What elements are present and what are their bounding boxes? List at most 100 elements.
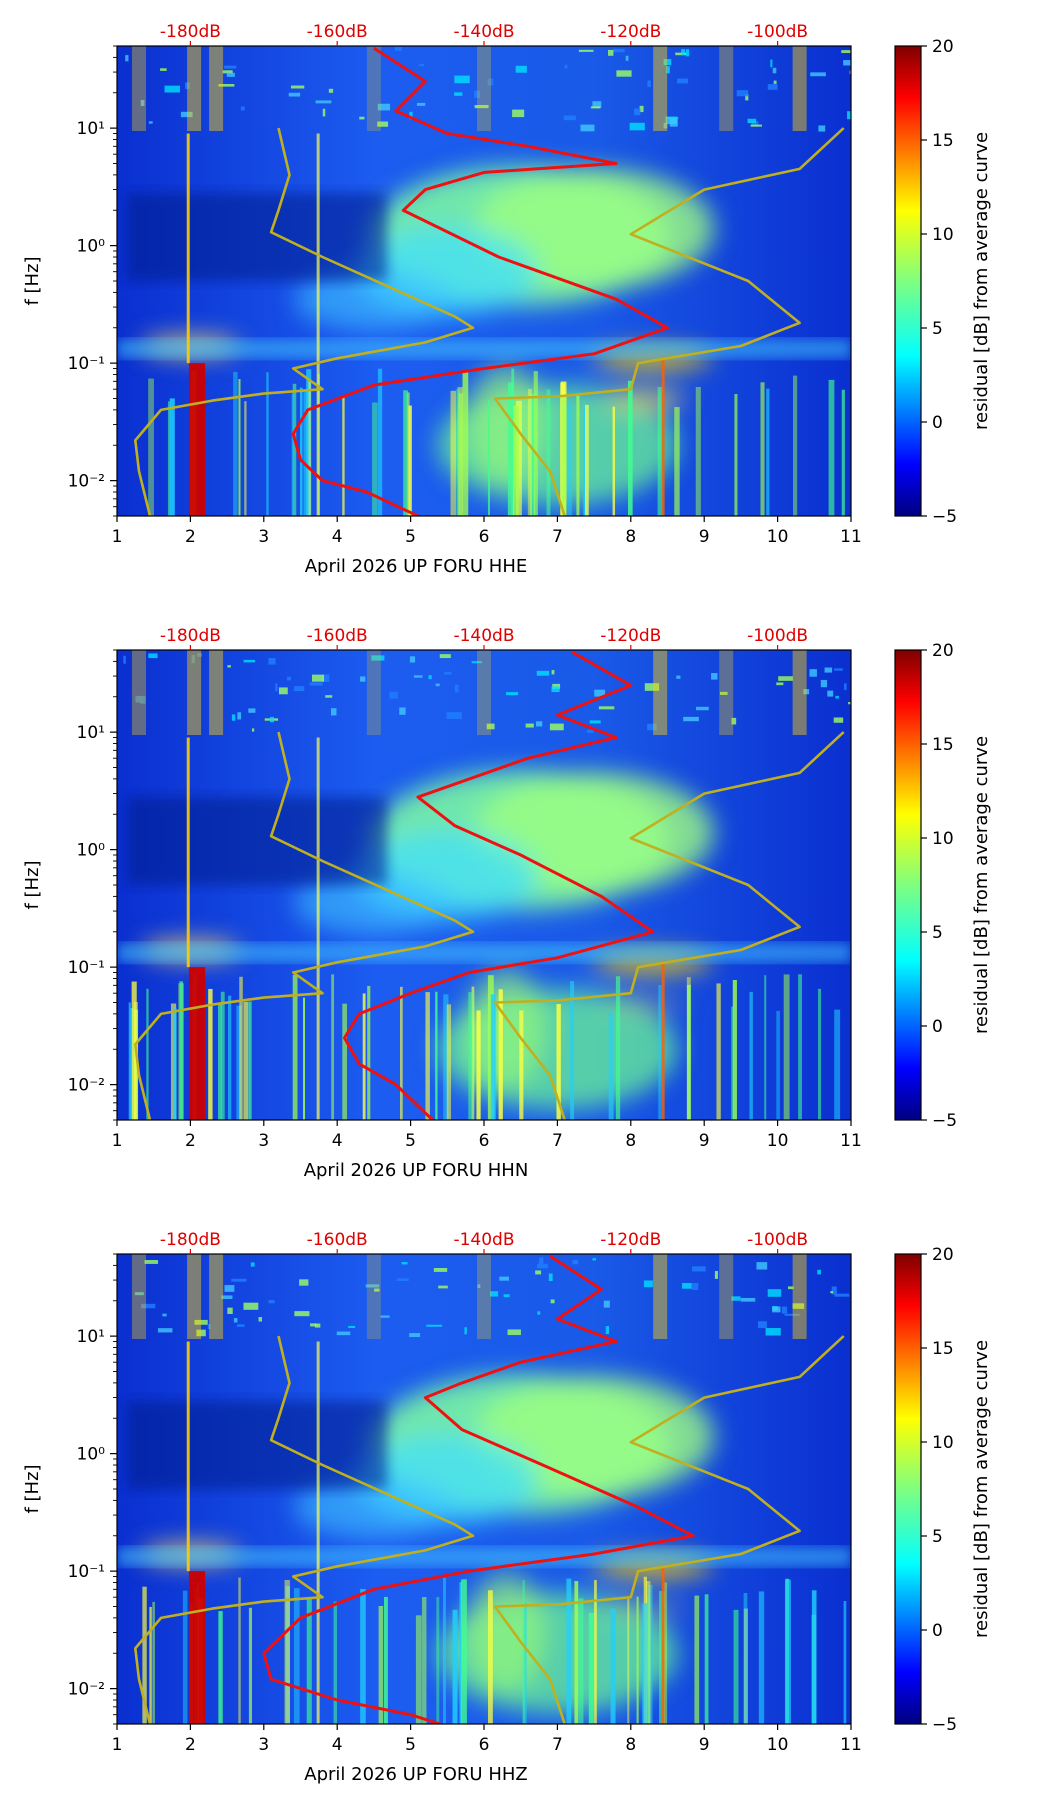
top-axis-label: -120dB: [600, 22, 661, 42]
event-band: [188, 363, 206, 516]
noise-model-curve: [134, 1335, 475, 1724]
colorbar-tick-label: 15: [932, 735, 954, 755]
x-axis-label: April 2026 UP FORU HHE: [305, 556, 528, 577]
top-axis-label: -160dB: [307, 626, 368, 646]
spectrogram-image: [117, 650, 851, 1120]
x-tick-label: 10: [767, 527, 789, 547]
x-tick-label: 5: [405, 1131, 416, 1151]
x-tick-label: 1: [112, 1735, 123, 1755]
x-tick-label: 3: [258, 1735, 269, 1755]
y-axis-label: f [Hz]: [22, 1464, 43, 1513]
top-axis-label: -100dB: [747, 1230, 808, 1250]
spectrogram-image: [117, 46, 851, 516]
x-tick-label: 6: [479, 527, 490, 547]
high-frequency-strip: [132, 1254, 850, 1339]
x-tick-label: 6: [479, 1131, 490, 1151]
average-psd-curve: [343, 650, 655, 1120]
low-frequency-streaks: [128, 973, 841, 1120]
average-psd-curve: [291, 46, 669, 516]
x-tick-label: 4: [332, 1131, 343, 1151]
panel-hhz: 1 2 3 4 5 6 7 8 9 10 11 10⁻² 10⁻¹ 10⁰ 10¹ -180dB -160dB -…: [22, 1230, 992, 1785]
y-tick-label: 10⁰: [77, 1445, 106, 1465]
colorbar-tick-label: 5: [932, 1527, 943, 1547]
x-tick-label: 6: [479, 1735, 490, 1755]
x-tick-label: 10: [767, 1131, 789, 1151]
x-tick-label: 11: [840, 1131, 862, 1151]
colorbar-label: residual [dB] from average curve: [971, 132, 992, 430]
x-tick-label: 1: [112, 1131, 123, 1151]
noise-model-curve: [493, 1335, 845, 1724]
colorbar-tick-label: 0: [932, 413, 943, 433]
x-tick-label: 4: [332, 527, 343, 547]
x-tick-label: 8: [625, 527, 636, 547]
colorbar-tick-label: 10: [932, 829, 954, 849]
y-tick-label: 10⁰: [77, 237, 106, 257]
x-tick-label: 11: [840, 1735, 862, 1755]
x-tick-label: 9: [699, 527, 710, 547]
x-tick-label: 3: [258, 1131, 269, 1151]
colorbar-label: residual [dB] from average curve: [971, 736, 992, 1034]
colorbar-tick-label: 20: [932, 1245, 954, 1265]
y-tick-label: 10⁰: [77, 841, 106, 861]
colorbar-tick-label: 0: [932, 1621, 943, 1641]
top-axis-label: -160dB: [307, 1230, 368, 1250]
x-tick-label: 8: [625, 1131, 636, 1151]
spectrogram-plot: 1 2 3 4 5 6 7 8 9 10 11 10⁻² 10⁻¹ 10⁰ 10¹ -180dB -160dB -…: [68, 22, 957, 547]
panel-hhe: 1 2 3 4 5 6 7 8 9 10 11 10⁻² 10⁻¹ 10⁰ 10¹ -180dB -160dB -…: [22, 22, 992, 577]
colorbar: [894, 45, 922, 517]
colorbar-tick-label: −5: [932, 507, 957, 527]
noise-model-curve: [493, 731, 845, 1120]
x-tick-label: 2: [185, 527, 196, 547]
top-axis-label: -100dB: [747, 22, 808, 42]
x-tick-label: 9: [699, 1131, 710, 1151]
x-tick-label: 7: [552, 527, 563, 547]
colorbar: [894, 1253, 922, 1725]
colorbar-tick-label: −5: [932, 1111, 957, 1131]
spectrogram-plot: 1 2 3 4 5 6 7 8 9 10 11 10⁻² 10⁻¹ 10⁰ 10¹ -180dB -160dB -…: [68, 1230, 957, 1755]
top-axis-label: -180dB: [160, 626, 221, 646]
top-axis-label: -120dB: [600, 626, 661, 646]
x-tick-label: 7: [552, 1735, 563, 1755]
x-axis-label: April 2026 UP FORU HHZ: [304, 1764, 527, 1785]
event-band: [188, 967, 206, 1120]
colorbar-tick-label: 5: [932, 319, 943, 339]
y-axis-label: f [Hz]: [22, 256, 43, 305]
y-tick-label: 10⁻¹: [68, 1562, 105, 1582]
top-axis-label: -160dB: [307, 22, 368, 42]
colorbar-tick-label: 10: [932, 1433, 954, 1453]
x-tick-label: 9: [699, 1735, 710, 1755]
panel-hhn: 1 2 3 4 5 6 7 8 9 10 11 10⁻² 10⁻¹ 10⁰ 10¹ -180dB -160dB -…: [22, 626, 992, 1181]
y-tick-label: 10¹: [77, 1327, 105, 1347]
average-psd-curve: [262, 1254, 695, 1724]
colorbar-tick-label: 20: [932, 37, 954, 57]
top-axis-label: -140dB: [453, 22, 514, 42]
y-tick-label: 10⁻²: [68, 472, 105, 492]
x-tick-label: 5: [405, 1735, 416, 1755]
high-frequency-strip: [123, 650, 851, 735]
y-tick-label: 10¹: [77, 723, 105, 743]
top-axis-label: -100dB: [747, 626, 808, 646]
noise-model-curve: [134, 127, 475, 516]
colorbar-tick-label: −5: [932, 1715, 957, 1735]
x-tick-label: 11: [840, 527, 862, 547]
x-axis-label: April 2026 UP FORU HHN: [304, 1160, 529, 1181]
y-tick-label: 10⁻²: [68, 1076, 105, 1096]
top-axis-label: -180dB: [160, 1230, 221, 1250]
y-tick-label: 10⁻¹: [68, 354, 105, 374]
noise-model-curve: [493, 127, 845, 516]
colorbar-label: residual [dB] from average curve: [971, 1340, 992, 1638]
spectrogram-image: [117, 1254, 851, 1724]
top-axis-label: -140dB: [453, 1230, 514, 1250]
x-tick-label: 2: [185, 1735, 196, 1755]
colorbar-tick-label: 15: [932, 1339, 954, 1359]
colorbar-tick-label: 20: [932, 641, 954, 661]
x-tick-label: 7: [552, 1131, 563, 1151]
y-tick-label: 10⁻¹: [68, 958, 105, 978]
x-tick-label: 8: [625, 1735, 636, 1755]
y-tick-label: 10¹: [77, 119, 105, 139]
top-axis-label: -120dB: [600, 1230, 661, 1250]
colorbar: [894, 649, 922, 1121]
top-axis-label: -140dB: [453, 626, 514, 646]
colorbar-tick-label: 5: [932, 923, 943, 943]
